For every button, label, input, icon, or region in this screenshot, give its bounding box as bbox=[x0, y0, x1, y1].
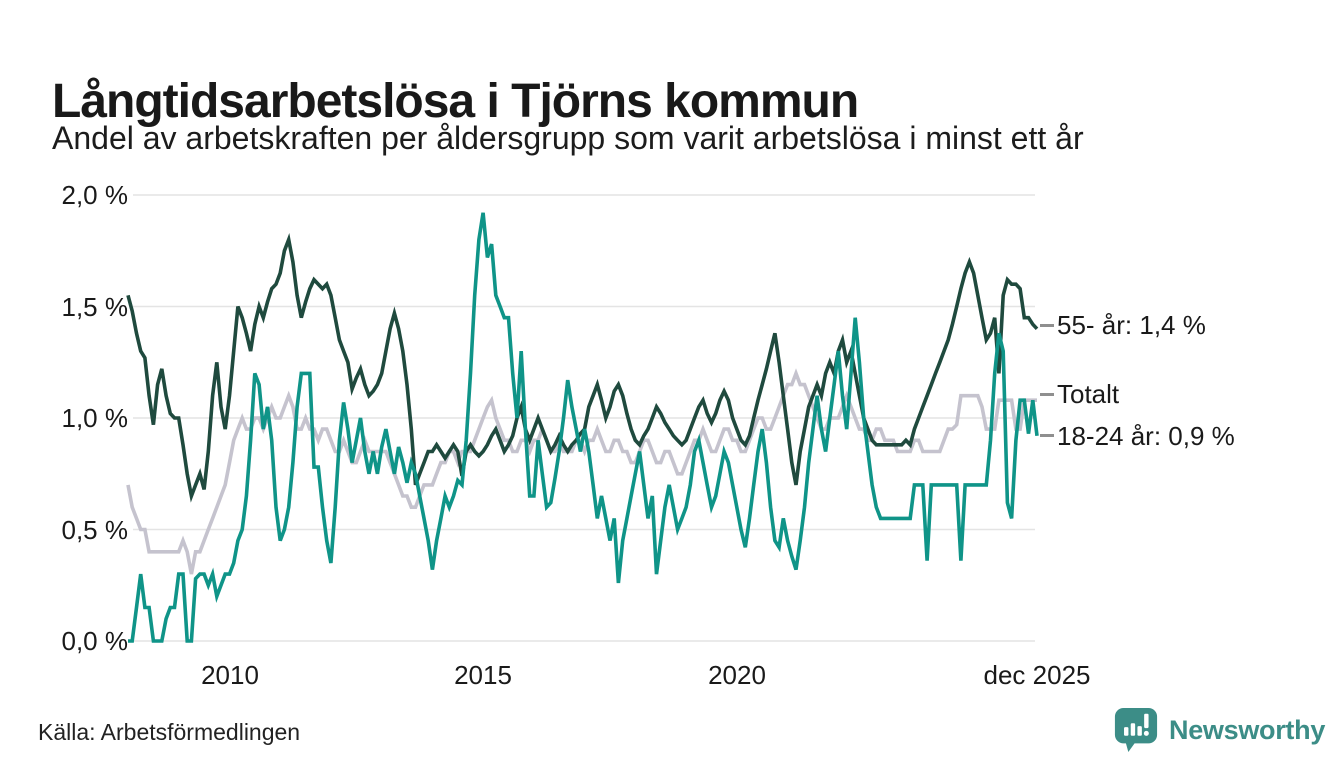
x-axis-tick-label: 2010 bbox=[201, 660, 259, 690]
y-axis-tick-label: 1,5 % bbox=[61, 292, 129, 322]
series-line-Totalt bbox=[126, 368, 1037, 575]
y-axis-tick-label: 0,0 % bbox=[61, 626, 129, 656]
series-line-55--år bbox=[126, 233, 1039, 503]
series-label-total: Totalt bbox=[1057, 379, 1120, 409]
series-line-18-24-år bbox=[128, 212, 1039, 643]
series-label-dash-55 bbox=[1040, 324, 1054, 327]
x-axis-tick-label: 2020 bbox=[708, 660, 766, 690]
page-subtitle: Andel av arbetskraften per åldersgrupp s… bbox=[52, 120, 1084, 156]
series-lines bbox=[126, 212, 1039, 643]
x-axis-tick-label: 2015 bbox=[454, 660, 512, 690]
series-label-dash-total bbox=[1040, 393, 1054, 396]
series-label-dash-18-24 bbox=[1040, 434, 1054, 437]
series-label-18-24: 18-24 år: 0,9 % bbox=[1057, 421, 1235, 451]
y-axis-tick-label: 0,5 % bbox=[61, 515, 129, 545]
y-axis-tick-label: 1,0 % bbox=[61, 403, 129, 433]
y-axis-tick-label: 2,0 % bbox=[61, 180, 129, 210]
newsworthy-logo-icon bbox=[1114, 707, 1158, 753]
newsworthy-logo: Newsworthy bbox=[1113, 705, 1325, 755]
series-label-55: 55- år: 1,4 % bbox=[1057, 310, 1206, 340]
gridlines bbox=[133, 194, 1035, 642]
source-note: Källa: Arbetsförmedlingen bbox=[38, 719, 301, 745]
x-axis-tick-label: dec 2025 bbox=[983, 660, 1091, 690]
newsworthy-wordmark: Newsworthy bbox=[1169, 714, 1326, 745]
page-title: Långtidsarbetslösa i Tjörns kommun bbox=[52, 75, 859, 129]
